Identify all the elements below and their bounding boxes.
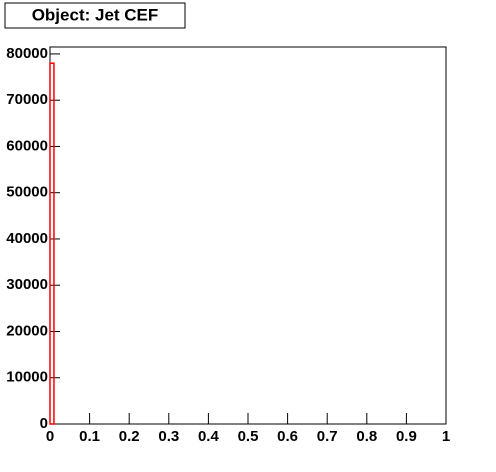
x-tick-label: 0 bbox=[46, 428, 54, 445]
y-tick-label: 50000 bbox=[6, 184, 48, 201]
x-tick-label: 0.2 bbox=[119, 428, 140, 445]
chart-title: Object: Jet CEF bbox=[32, 5, 159, 24]
x-tick-label: 0.4 bbox=[198, 428, 220, 445]
plot-frame bbox=[49, 46, 447, 425]
x-tick-label: 1 bbox=[442, 428, 450, 445]
x-tick-label: 0.3 bbox=[158, 428, 179, 445]
x-tick-label: 0.8 bbox=[356, 428, 377, 445]
title-box bbox=[4, 2, 186, 29]
y-tick-label: 40000 bbox=[6, 230, 48, 247]
y-tick-label: 80000 bbox=[6, 45, 48, 62]
x-tick-label: 0.5 bbox=[238, 428, 259, 445]
y-tick-label: 0 bbox=[40, 415, 48, 432]
x-tick-label: 0.7 bbox=[317, 428, 338, 445]
y-tick-label: 20000 bbox=[6, 322, 48, 339]
y-tick-label: 30000 bbox=[6, 276, 48, 293]
y-tick-label: 70000 bbox=[6, 91, 48, 108]
x-tick-label: 0.1 bbox=[79, 428, 100, 445]
bar bbox=[49, 62, 55, 425]
x-tick-label: 0.9 bbox=[396, 428, 417, 445]
y-tick-label: 60000 bbox=[6, 137, 48, 154]
x-tick-label: 0.6 bbox=[277, 428, 298, 445]
y-tick-label: 10000 bbox=[6, 369, 48, 386]
